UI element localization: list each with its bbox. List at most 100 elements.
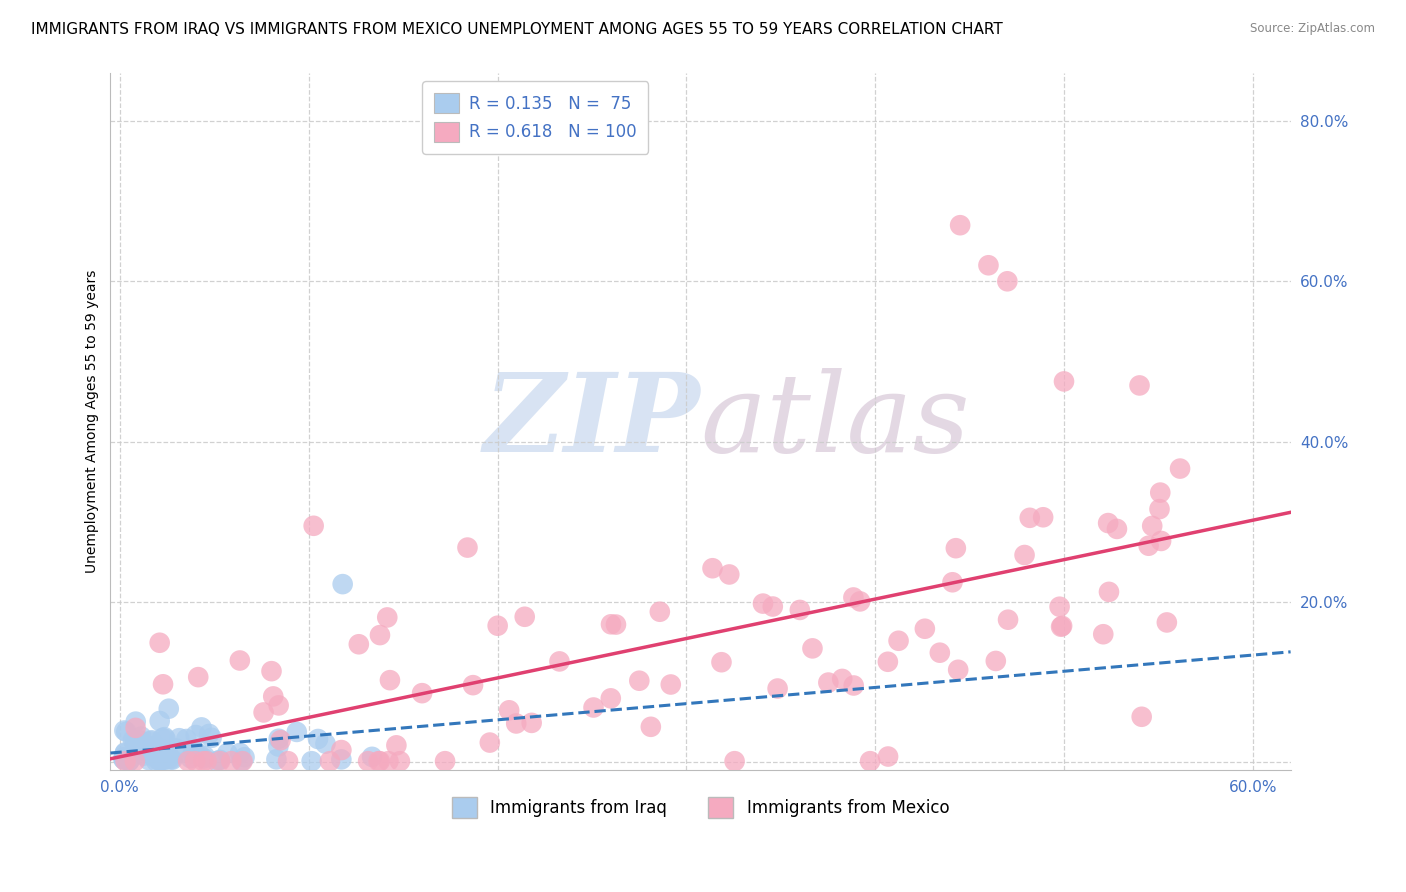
- Point: [229, 746, 252, 760]
- Point: [160, 752, 183, 766]
- Point: [229, 653, 252, 667]
- Point: [145, 744, 167, 758]
- Point: [118, 754, 141, 768]
- Point: [513, 609, 536, 624]
- Point: [914, 622, 936, 636]
- Point: [184, 744, 207, 758]
- Point: [1130, 710, 1153, 724]
- Point: [155, 747, 177, 762]
- Point: [1168, 461, 1191, 475]
- Point: [184, 728, 207, 742]
- Point: [1097, 516, 1119, 530]
- Point: [330, 752, 353, 766]
- Point: [118, 754, 141, 768]
- Point: [1128, 378, 1150, 392]
- Point: [260, 664, 283, 678]
- Point: [232, 754, 254, 768]
- Point: [997, 613, 1019, 627]
- Point: [193, 751, 215, 765]
- Point: [127, 737, 149, 751]
- Point: [315, 737, 337, 751]
- Point: [548, 654, 571, 668]
- Point: [143, 742, 166, 756]
- Point: [817, 675, 839, 690]
- Point: [208, 754, 231, 768]
- Point: [149, 754, 172, 768]
- Text: Source: ZipAtlas.com: Source: ZipAtlas.com: [1250, 22, 1375, 36]
- Point: [1149, 502, 1171, 516]
- Point: [605, 617, 627, 632]
- Point: [1053, 375, 1076, 389]
- Point: [941, 575, 963, 590]
- Point: [184, 754, 207, 768]
- Point: [702, 561, 724, 575]
- Point: [149, 754, 172, 768]
- Point: [1149, 485, 1171, 500]
- Point: [876, 655, 898, 669]
- Point: [1150, 533, 1173, 548]
- Point: [347, 637, 370, 651]
- Point: [1049, 599, 1071, 614]
- Point: [319, 754, 342, 768]
- Point: [152, 754, 174, 768]
- Point: [112, 752, 135, 766]
- Point: [162, 753, 184, 767]
- Point: [187, 747, 209, 761]
- Point: [887, 633, 910, 648]
- Point: [984, 654, 1007, 668]
- Point: [859, 754, 882, 768]
- Point: [150, 731, 173, 746]
- Point: [762, 599, 785, 614]
- Point: [157, 748, 180, 763]
- Point: [367, 754, 389, 768]
- Point: [124, 721, 146, 735]
- Point: [114, 754, 136, 768]
- Point: [153, 730, 176, 744]
- Point: [152, 677, 174, 691]
- Point: [187, 670, 209, 684]
- Point: [177, 754, 200, 768]
- Point: [146, 748, 169, 763]
- Point: [134, 739, 156, 754]
- Point: [377, 754, 399, 768]
- Point: [599, 691, 621, 706]
- Point: [149, 714, 172, 728]
- Point: [190, 720, 212, 734]
- Point: [520, 715, 543, 730]
- Point: [165, 741, 187, 756]
- Point: [198, 727, 221, 741]
- Point: [285, 725, 308, 739]
- Point: [115, 724, 138, 739]
- Point: [149, 753, 172, 767]
- Text: atlas: atlas: [700, 368, 970, 475]
- Point: [131, 739, 153, 753]
- Text: ZIP: ZIP: [484, 368, 700, 475]
- Point: [995, 274, 1018, 288]
- Legend: Immigrants from Iraq, Immigrants from Mexico: Immigrants from Iraq, Immigrants from Me…: [444, 790, 956, 824]
- Point: [332, 577, 354, 591]
- Point: [231, 754, 253, 768]
- Point: [505, 716, 527, 731]
- Point: [434, 754, 457, 768]
- Point: [262, 690, 284, 704]
- Point: [155, 732, 177, 747]
- Point: [176, 731, 198, 746]
- Point: [849, 594, 872, 608]
- Point: [1032, 510, 1054, 524]
- Point: [193, 754, 215, 768]
- Point: [842, 591, 865, 605]
- Point: [169, 746, 191, 760]
- Point: [180, 751, 202, 765]
- Point: [139, 739, 162, 754]
- Point: [149, 636, 172, 650]
- Point: [145, 754, 167, 768]
- Point: [648, 605, 671, 619]
- Point: [134, 744, 156, 758]
- Point: [1014, 548, 1036, 562]
- Point: [167, 731, 190, 746]
- Point: [302, 518, 325, 533]
- Point: [946, 663, 969, 677]
- Point: [498, 703, 520, 717]
- Point: [1105, 522, 1128, 536]
- Y-axis label: Unemployment Among Ages 55 to 59 years: Unemployment Among Ages 55 to 59 years: [86, 269, 100, 574]
